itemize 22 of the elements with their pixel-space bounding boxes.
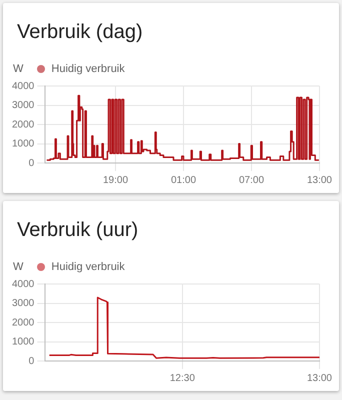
y-tick-label: 0 xyxy=(28,356,35,367)
legend-label: Huidig verbruik xyxy=(51,261,125,273)
x-tick-label: 13:00 xyxy=(306,174,332,186)
y-tick-label: 4000 xyxy=(12,278,35,290)
y-tick-label: 0 xyxy=(28,158,35,169)
y-axis-title: W xyxy=(13,261,24,273)
y-tick-label: 3000 xyxy=(12,100,35,111)
y-axis-title: W xyxy=(13,63,24,75)
y-tick-label: 2000 xyxy=(12,119,35,130)
y-tick-label: 2000 xyxy=(12,317,35,328)
y-tick-label: 1000 xyxy=(12,138,35,150)
x-tick-label: 01:00 xyxy=(170,174,196,186)
x-tick-label: 07:00 xyxy=(238,174,264,186)
x-tick-label: 13:00 xyxy=(306,372,332,384)
y-tick-label: 4000 xyxy=(12,80,35,92)
legend-label: Huidig verbruik xyxy=(51,63,125,75)
x-tick-label: 19:00 xyxy=(102,174,128,186)
y-tick-label: 3000 xyxy=(12,298,35,309)
x-tick-label: 12:30 xyxy=(170,372,196,384)
chart-title: Verbruik (uur) xyxy=(17,219,138,242)
chart-title: Verbruik (dag) xyxy=(17,21,143,44)
y-tick-label: 1000 xyxy=(12,336,35,348)
